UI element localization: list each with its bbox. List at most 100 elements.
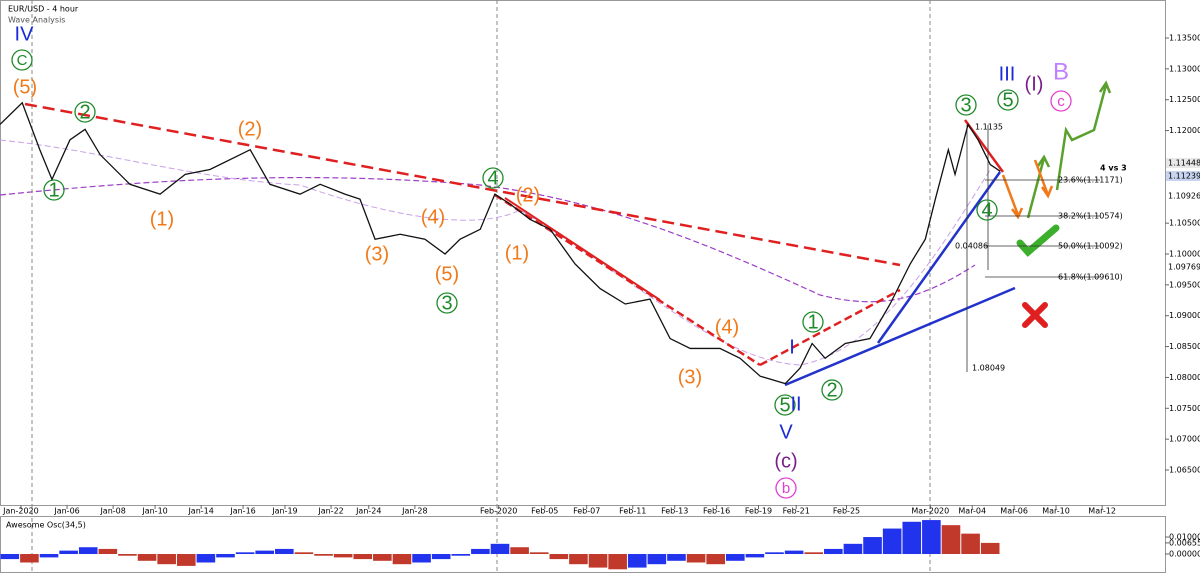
y-tick-label: 1.06500 <box>1169 466 1200 475</box>
wave-label: II <box>790 393 801 415</box>
wave-label: 4 <box>487 167 498 189</box>
y-tick-label: 1.08500 <box>1169 342 1200 351</box>
y-tick-label: 1.07500 <box>1169 404 1200 413</box>
wave-label: (1) <box>505 242 529 264</box>
x-tick-label: Jan-16 <box>229 507 255 516</box>
x-tick-label: Feb-2020 <box>480 507 517 516</box>
osc-bar <box>549 554 569 560</box>
osc-bar <box>353 554 373 560</box>
note: 0.04086 <box>955 242 988 251</box>
osc-bar <box>608 554 627 570</box>
osc-bar <box>902 521 922 555</box>
osc-bar <box>157 554 176 565</box>
wave-label: (5) <box>13 76 37 98</box>
osc-bar <box>647 554 667 565</box>
osc-bar <box>627 554 647 568</box>
y-tick-label: 0.00655 <box>1169 538 1200 547</box>
y-tick-label: 1.10000 <box>1169 250 1200 259</box>
x-tick-label: Jan-06 <box>53 507 79 516</box>
osc-bar <box>98 548 118 555</box>
wave-label: 4 <box>981 199 992 221</box>
osc-bar <box>667 554 686 561</box>
osc-bar <box>569 554 588 565</box>
osc-bar <box>333 554 353 558</box>
osc-bar <box>39 554 59 558</box>
x-tick-label: Feb-25 <box>833 507 860 516</box>
x-tick-label: Mar-04 <box>958 507 986 516</box>
osc-bar <box>20 554 39 563</box>
x-tick-label: Mar-2020 <box>911 507 949 516</box>
osc-bar <box>980 542 1000 555</box>
osc-bar <box>176 554 196 566</box>
wave-label: IV <box>15 23 35 45</box>
x-tick-label: Feb-16 <box>703 507 730 516</box>
price-labels: 1.11448 1.11239 1.10926 1.09769 <box>1166 158 1200 272</box>
osc-bar <box>686 554 706 563</box>
x-tick-label: Feb-11 <box>619 507 646 516</box>
fib-label: 61.8%(1.09610) <box>1058 273 1123 282</box>
y-tick-label: 1.07000 <box>1169 435 1200 444</box>
note: 1.08049 <box>972 364 1005 373</box>
osc-bar <box>118 554 137 556</box>
osc-bar <box>235 552 255 555</box>
x-tick-label: Jan-14 <box>187 507 213 516</box>
fib-label: 23.6%(1.11171) <box>1058 176 1123 185</box>
fib-label: 50.0%(1.10092) <box>1058 242 1123 251</box>
wave-label: (2) <box>516 184 540 206</box>
osc-bar <box>706 554 725 565</box>
x-tick-label: Jan-22 <box>317 507 343 516</box>
plot-frame <box>0 0 1166 506</box>
osc-bar <box>961 533 980 555</box>
osc-bar <box>471 548 490 555</box>
wave-label: (1) <box>150 208 174 230</box>
osc-bar <box>804 552 824 555</box>
osc-bar <box>137 554 157 561</box>
wave-label: (5) <box>435 263 459 285</box>
y-tick-label: 0.00000 <box>1169 550 1200 559</box>
wave-label: 3 <box>441 292 452 314</box>
osc-bar <box>196 554 216 563</box>
osc-bar <box>922 520 941 555</box>
wave-label: (2) <box>238 118 262 140</box>
wave-label: c <box>1057 93 1065 110</box>
osc-bar <box>78 547 98 555</box>
x-tick-label: Jan-24 <box>355 507 381 516</box>
x-tick-label: Feb-13 <box>661 507 688 516</box>
osc-bar <box>294 552 314 555</box>
wave-label: 5 <box>1002 89 1013 111</box>
wave-label: (3) <box>365 243 389 265</box>
wave-label: b <box>782 480 790 497</box>
fib-label: 38.2%(1.10574) <box>1058 212 1123 221</box>
fib-lines <box>966 125 1100 372</box>
osc-title: Awesome Osc(34,5) <box>6 521 86 530</box>
x-tick-label: Jan-28 <box>401 507 427 516</box>
y-tick-label: 1.12500 <box>1169 95 1200 104</box>
osc-bar <box>725 554 745 561</box>
wave-label: 2 <box>826 379 837 401</box>
y-tick-label: 1.12000 <box>1169 126 1200 135</box>
chart-subtitle: Wave Analysis <box>8 16 65 25</box>
y-tick-label: 1.08000 <box>1169 373 1200 382</box>
price-label: 1.10926 <box>1168 192 1200 201</box>
osc-bar <box>412 554 431 563</box>
osc-bar <box>216 554 235 558</box>
osc-bar <box>843 543 863 555</box>
wave-label: III <box>999 63 1016 85</box>
wave-label: (4) <box>715 316 739 338</box>
osc-bar <box>588 554 608 568</box>
x-tick-label: Jan-2020 <box>2 507 39 516</box>
x-tick-label: Mar-12 <box>1088 507 1116 516</box>
x-tick-label: Mar-10 <box>1042 507 1070 516</box>
wave-label: V <box>779 421 793 443</box>
wave-label: B <box>1053 58 1069 85</box>
osc-bar <box>941 525 961 555</box>
y-tick-label: 1.13500 <box>1169 34 1200 43</box>
y-tick-label: 1.09500 <box>1169 280 1200 289</box>
y-tick-label: 1.10500 <box>1169 219 1200 228</box>
osc-bar <box>824 548 843 555</box>
x-tick-label: Feb-07 <box>573 507 600 516</box>
trendlines <box>24 80 1112 387</box>
wave-label: I <box>789 336 795 358</box>
wave-label: C <box>17 52 28 69</box>
